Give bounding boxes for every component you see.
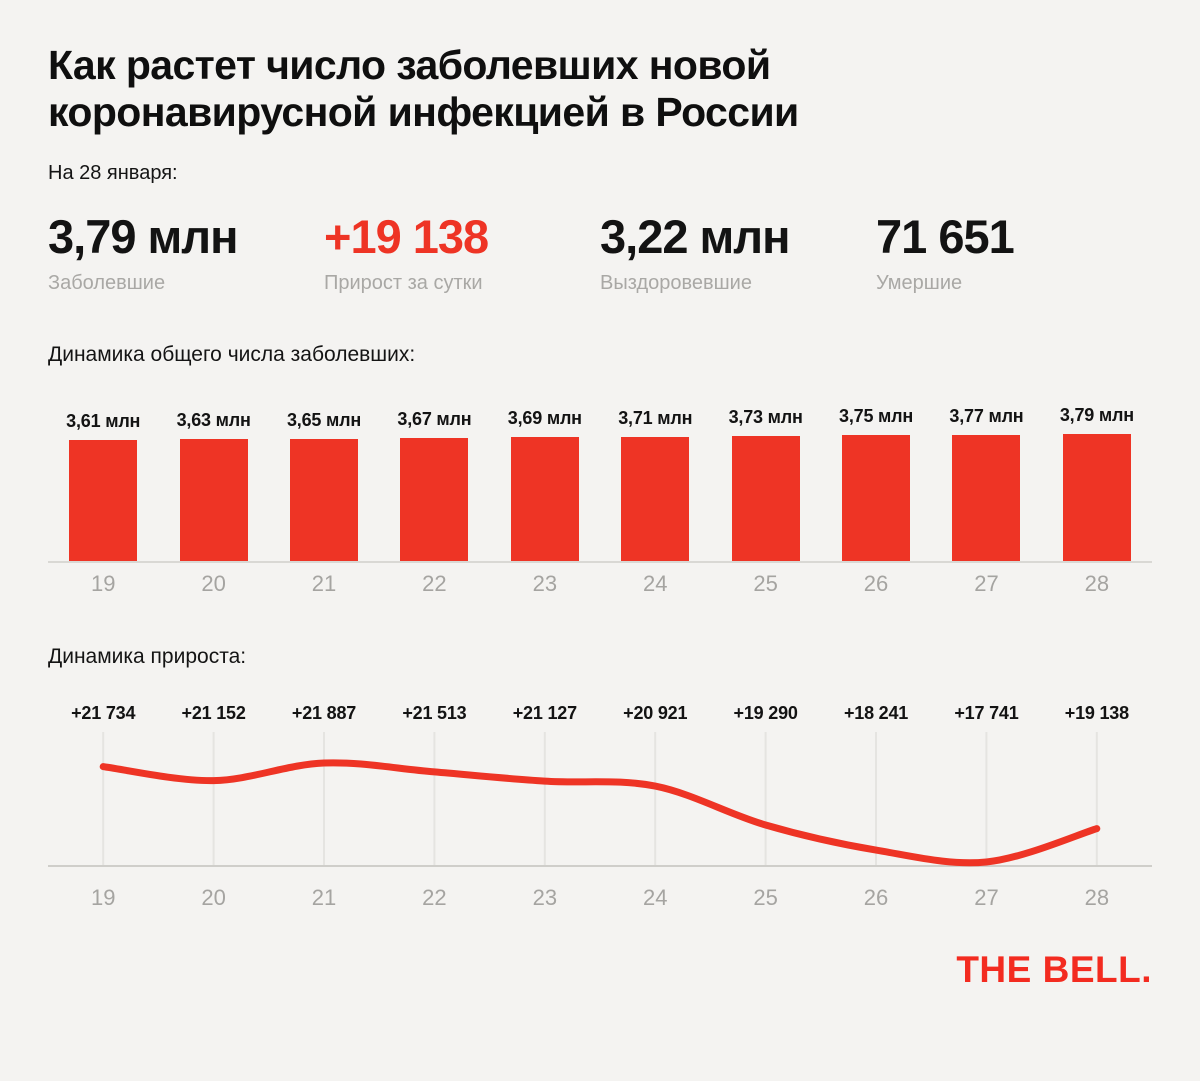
bar-chart-x-axis: 19 20 21 22 23 24 25 26 27 28 bbox=[48, 571, 1152, 597]
bar-column: 3,63 млн bbox=[158, 410, 268, 562]
bar-value-label: 3,71 млн bbox=[618, 408, 693, 429]
x-tick-label: 20 bbox=[201, 571, 226, 597]
bar bbox=[1062, 434, 1131, 562]
bar-chart: 3,61 млн 3,63 млн 3,65 млн 3,67 млн 3,69 млн… bbox=[48, 405, 1152, 562]
bar bbox=[179, 439, 248, 562]
line-value-label: +19 290 bbox=[733, 703, 798, 724]
the-bell-logo: THE BELL. bbox=[956, 949, 1152, 991]
stat-value: 3,22 млн bbox=[600, 210, 791, 264]
x-tick-label: 25 bbox=[753, 571, 778, 597]
bar-column: 3,61 млн bbox=[48, 411, 158, 562]
x-tick-label: 28 bbox=[1084, 571, 1110, 597]
x-tick-label: 21 bbox=[311, 571, 337, 597]
bar-chart-title: Динамика общего числа заболевших: bbox=[48, 343, 416, 367]
bar-value-label: 3,73 млн bbox=[728, 407, 803, 428]
bar-chart-baseline bbox=[48, 561, 1152, 564]
bar-column: 3,65 млн bbox=[269, 410, 379, 562]
line-value-label: +21 152 bbox=[181, 703, 246, 724]
bar-value-label: 3,65 млн bbox=[286, 410, 362, 431]
bar-value-label: 3,77 млн bbox=[949, 406, 1024, 427]
x-tick-label: 20 bbox=[201, 885, 226, 911]
line-value-label: +21 887 bbox=[291, 703, 357, 724]
x-tick-label: 24 bbox=[642, 571, 668, 597]
bar-value-label: 3,75 млн bbox=[839, 406, 914, 427]
line-value-label: +17 741 bbox=[954, 703, 1019, 724]
line-chart-value-labels: +21 734 +21 152 +21 887 +21 513 +21 127 +20 9… bbox=[48, 703, 1152, 724]
bar-chart-section: Динамика общего числа заболевших: 3,61 м… bbox=[48, 343, 1152, 597]
line-value-label: +21 513 bbox=[402, 703, 467, 724]
x-tick-label: 24 bbox=[642, 885, 668, 911]
x-tick-label: 22 bbox=[422, 885, 447, 911]
bar bbox=[69, 440, 138, 562]
stat-card: 71 651 Умершие bbox=[876, 213, 1152, 295]
x-tick-label: 27 bbox=[974, 571, 999, 597]
x-tick-label: 27 bbox=[974, 885, 999, 911]
x-tick-label: 23 bbox=[532, 885, 558, 911]
x-tick-label: 26 bbox=[863, 571, 889, 597]
bar-column: 3,77 млн bbox=[931, 406, 1041, 562]
bar-column: 3,73 млн bbox=[710, 407, 820, 562]
stat-value: +19 138 bbox=[324, 210, 489, 264]
line-chart-title: Динамика прироста: bbox=[48, 645, 247, 669]
bar bbox=[842, 435, 911, 562]
stat-card: 3,22 млн Выздоровевшие bbox=[600, 213, 876, 295]
line-value-label: +19 138 bbox=[1064, 703, 1129, 724]
bar-column: 3,67 млн bbox=[379, 409, 489, 562]
line-value-label: +21 734 bbox=[71, 703, 136, 724]
line-chart-section: Динамика прироста: +21 734 +21 152 +21 887… bbox=[48, 645, 1152, 911]
page-title: Как растет число заболевших новой корона… bbox=[48, 42, 799, 136]
footer: THE BELL. bbox=[48, 949, 1152, 991]
bar bbox=[621, 437, 690, 562]
bar bbox=[290, 439, 359, 562]
stat-label: Умершие bbox=[876, 272, 963, 295]
stat-label: Выздоровевшие bbox=[600, 272, 752, 295]
bar bbox=[952, 435, 1021, 562]
bar-column: 3,79 млн bbox=[1042, 405, 1152, 562]
bar bbox=[731, 436, 800, 562]
x-tick-label: 28 bbox=[1084, 885, 1110, 911]
stats-row: 3,79 млн Заболевшие +19 138 Прирост за сутк… bbox=[48, 213, 1152, 295]
bar-value-label: 3,67 млн bbox=[397, 409, 472, 430]
x-tick-label: 21 bbox=[311, 885, 337, 911]
bar-value-label: 3,63 млн bbox=[176, 410, 251, 431]
line-series bbox=[99, 759, 1101, 867]
line-value-label: +20 921 bbox=[623, 703, 688, 724]
bar-column: 3,75 млн bbox=[821, 406, 931, 562]
x-tick-label: 23 bbox=[532, 571, 558, 597]
bar-column: 3,69 млн bbox=[490, 408, 600, 562]
date-label: На 28 января: bbox=[48, 162, 178, 185]
line-chart bbox=[48, 732, 1152, 868]
line-chart-x-axis: 19 20 21 22 23 24 25 26 27 28 bbox=[48, 885, 1152, 911]
x-tick-label: 26 bbox=[863, 885, 889, 911]
x-tick-label: 25 bbox=[753, 885, 778, 911]
bar bbox=[400, 438, 469, 562]
stat-label: Прирост за сутки bbox=[324, 272, 483, 295]
line-value-label: +21 127 bbox=[512, 703, 577, 724]
x-tick-label: 22 bbox=[422, 571, 447, 597]
line-chart-plot-area bbox=[48, 732, 1152, 877]
bar bbox=[510, 437, 579, 562]
bar-value-label: 3,61 млн bbox=[66, 411, 141, 432]
x-tick-label: 19 bbox=[90, 571, 116, 597]
line-value-label: +18 241 bbox=[843, 703, 909, 724]
bar-value-label: 3,79 млн bbox=[1059, 405, 1134, 426]
x-tick-label: 19 bbox=[90, 885, 116, 911]
stat-value: 71 651 bbox=[876, 210, 1015, 264]
stat-label: Заболевшие bbox=[48, 272, 166, 295]
bar-column: 3,71 млн bbox=[600, 408, 710, 562]
bar-value-label: 3,69 млн bbox=[507, 408, 582, 429]
stat-card: 3,79 млн Заболевшие bbox=[48, 213, 324, 295]
stat-value: 3,79 млн bbox=[48, 210, 239, 264]
stat-card: +19 138 Прирост за сутки bbox=[324, 213, 600, 295]
